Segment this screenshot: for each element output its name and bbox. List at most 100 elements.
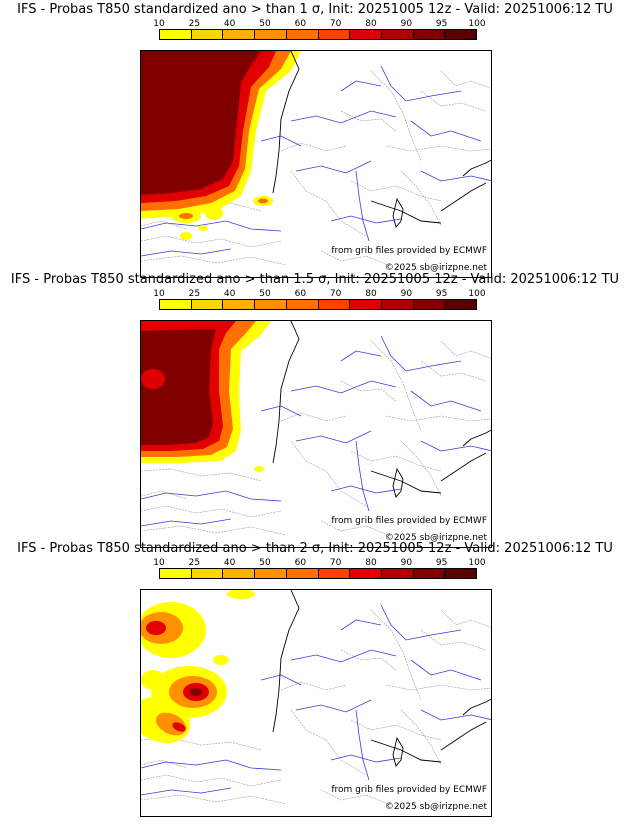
- source-note: from grib files provided by ECMWF: [331, 516, 487, 526]
- river: [355, 440, 370, 512]
- river: [420, 170, 491, 182]
- admin-border: [290, 440, 367, 507]
- colorbar-tick-label: 40: [223, 558, 236, 568]
- colorbar: [159, 568, 477, 579]
- river: [295, 430, 372, 444]
- admin-border: [340, 380, 397, 402]
- river: [340, 350, 382, 362]
- river: [380, 65, 462, 102]
- river: [355, 170, 370, 242]
- river: [380, 604, 462, 641]
- colorbar-segment: [255, 30, 287, 39]
- coastline: [272, 51, 300, 194]
- admin-border: [141, 468, 262, 482]
- admin-border: [320, 250, 392, 267]
- coastline: [462, 698, 491, 716]
- coastline: [392, 467, 404, 498]
- admin-border: [141, 490, 187, 500]
- colorbar-segment: [223, 569, 256, 578]
- admin-border: [141, 774, 282, 787]
- admin-border: [385, 145, 491, 152]
- source-note: from grib files provided by ECMWF: [331, 246, 487, 256]
- colorbar-tick-label: 70: [329, 19, 342, 29]
- probability-contour: [141, 670, 165, 690]
- panel-title: IFS - Probas T850 standardized ano > tha…: [10, 272, 620, 287]
- probability-contour: [172, 722, 186, 732]
- river: [330, 215, 402, 224]
- river: [290, 110, 397, 124]
- probability-contour: [213, 655, 229, 665]
- river: [420, 709, 491, 721]
- colorbar-tick-label: 50: [259, 289, 271, 299]
- colorbar-tick-label: 25: [188, 19, 201, 29]
- probability-contour: [141, 329, 216, 445]
- admin-border: [290, 170, 367, 237]
- admin-border: [385, 684, 491, 691]
- panel-title: IFS - Probas T850 standardized ano > tha…: [17, 2, 613, 17]
- colorbar-segment: [445, 569, 477, 578]
- colorbar-segment: [413, 569, 446, 578]
- colorbar-tick-label: 100: [468, 289, 486, 299]
- admin-border: [340, 110, 397, 132]
- coastline: [440, 452, 487, 482]
- river: [141, 518, 232, 527]
- colorbar-segment: [381, 569, 414, 578]
- panel-sigma-1: IFS - Probas T850 standardized ano > tha…: [0, 2, 630, 278]
- admin-border: [141, 737, 262, 751]
- colorbar-segment: [191, 30, 224, 39]
- colorbar-ticks: 10 25 40 50 60 70 80 90 95 100: [153, 558, 485, 569]
- colorbar-tick-label: 80: [365, 558, 377, 568]
- colorbar-segment: [223, 30, 256, 39]
- admin-border: [141, 794, 287, 805]
- map-canvas: [141, 51, 491, 267]
- colorbar-tick-label: 10: [153, 558, 165, 568]
- admin-border: [280, 412, 347, 422]
- colorbar-tick-label: 40: [223, 19, 236, 29]
- admin-border: [420, 360, 487, 382]
- admin-border: [420, 90, 487, 112]
- admin-border: [280, 681, 347, 691]
- colorbar-segment: [286, 300, 319, 309]
- colorbar: [159, 299, 477, 310]
- colorbar-segment: [350, 30, 382, 39]
- colorbar-segment: [286, 569, 319, 578]
- map-canvas: [141, 590, 491, 806]
- colorbar-segment: [255, 300, 287, 309]
- river: [290, 380, 397, 394]
- river: [410, 659, 482, 681]
- colorbar-tick-label: 40: [223, 289, 236, 299]
- admin-border: [320, 789, 392, 806]
- admin-border: [141, 235, 282, 248]
- probability-contour: [146, 621, 166, 635]
- coastline: [462, 159, 491, 177]
- probability-contour: [141, 51, 261, 195]
- colorbar-segment: [350, 300, 382, 309]
- colorbar-tick-label: 70: [329, 289, 342, 299]
- colorbar-segment: [255, 569, 287, 578]
- river: [420, 440, 491, 452]
- colorbar-segment: [413, 300, 446, 309]
- probability-contour: [141, 369, 165, 389]
- colorbar-segment: [413, 30, 446, 39]
- colorbar-tick-label: 95: [435, 19, 448, 29]
- colorbar-tick-label: 90: [400, 19, 413, 29]
- admin-border: [420, 629, 487, 651]
- colorbar-segment: [286, 30, 319, 39]
- colorbar-segment: [160, 569, 192, 578]
- colorbar-segment: [318, 569, 351, 578]
- colorbar-tick-label: 25: [188, 558, 201, 568]
- admin-border: [440, 609, 491, 628]
- coastline: [370, 739, 442, 763]
- river: [340, 619, 382, 631]
- probability-contour: [227, 590, 255, 599]
- colorbar-segment: [381, 30, 414, 39]
- colorbar-tick-label: 95: [435, 558, 448, 568]
- colorbar-segment: [445, 30, 477, 39]
- river: [260, 135, 302, 147]
- river: [340, 80, 382, 92]
- colorbar-ticks: 10 25 40 50 60 70 80 90 95 100: [153, 19, 485, 30]
- admin-border: [141, 759, 187, 769]
- admin-border: [400, 440, 442, 497]
- colorbar-tick-label: 80: [365, 289, 377, 299]
- colorbar-tick-label: 10: [153, 289, 165, 299]
